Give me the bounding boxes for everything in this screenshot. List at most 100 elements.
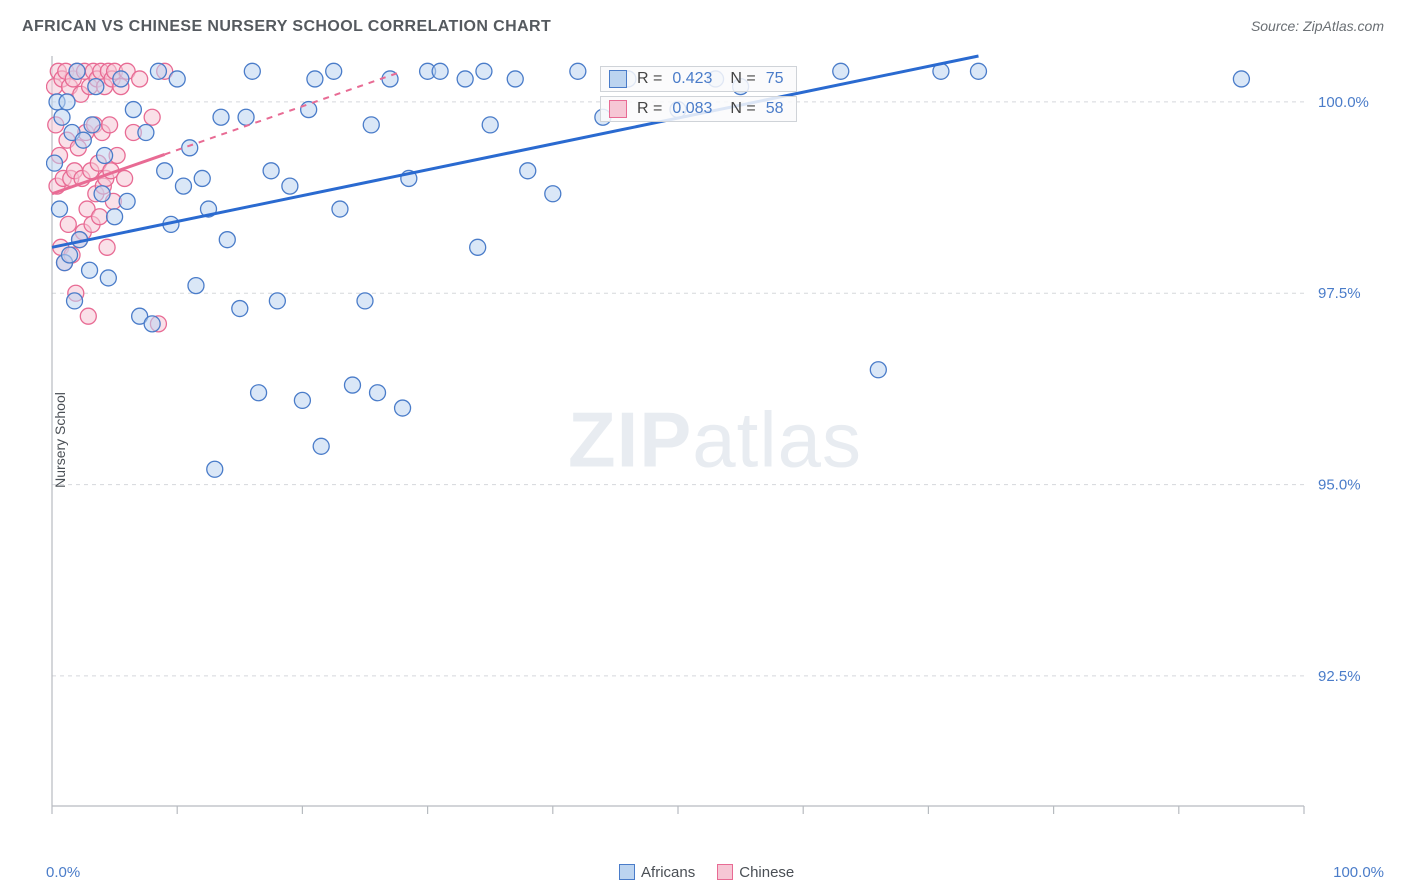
africans-point [307,71,323,87]
africans-point [432,63,448,79]
correlation-stat: R = 0.423 N = 75 [600,66,797,92]
chart-area: Nursery School 92.5%95.0%97.5%100.0% ZIP… [46,50,1384,830]
africans-point [326,63,342,79]
africans-point [238,109,254,125]
africans-point [100,270,116,286]
africans-point [294,392,310,408]
africans-point [194,170,210,186]
africans-point [833,63,849,79]
africans-point [82,262,98,278]
chinese-point [144,109,160,125]
legend-label: Africans [641,864,695,881]
chinese-trend-dashed [165,71,403,154]
africans-point [144,316,160,332]
source-label: Source: ZipAtlas.com [1251,18,1384,34]
africans-point [507,71,523,87]
y-tick-label: 92.5% [1318,668,1361,685]
africans-point [69,63,85,79]
africans-point [332,201,348,217]
africans-point [47,155,63,171]
africans-point [870,362,886,378]
africans-point [570,63,586,79]
chinese-point [60,216,76,232]
africans-point [232,301,248,317]
africans-point [75,132,91,148]
stat-r-value: 0.083 [672,100,712,118]
chinese-point [92,209,108,225]
africans-point [545,186,561,202]
chinese-point [132,71,148,87]
africans-point [301,102,317,118]
legend-item: Africans [619,864,695,881]
africans-point [219,232,235,248]
stat-n-value: 58 [766,100,784,118]
africans-point [263,163,279,179]
y-tick-label: 95.0% [1318,477,1361,494]
africans-point [169,71,185,87]
stat-r-label: R = [637,100,662,118]
chart-title: AFRICAN VS CHINESE NURSERY SCHOOL CORREL… [22,18,551,36]
africans-point [113,71,129,87]
chart-footer: 0.0% Africans Chinese 100.0% [46,858,1384,886]
africans-point [52,201,68,217]
legend: Africans Chinese [619,864,794,881]
africans-point [67,293,83,309]
legend-item: Chinese [717,864,794,881]
x-axis-start-label: 0.0% [46,864,80,881]
africans-point [138,125,154,141]
africans-point [370,385,386,401]
africans-point [251,385,267,401]
africans-point [119,193,135,209]
africans-point [107,209,123,225]
africans-point [244,63,260,79]
africans-point [457,71,473,87]
africans-point [125,102,141,118]
chinese-point [99,239,115,255]
africans-point [282,178,298,194]
africans-point [94,186,110,202]
africans-point [482,117,498,133]
africans-point [59,94,75,110]
africans-point [313,438,329,454]
chinese-point [80,308,96,324]
africans-point [1233,71,1249,87]
correlation-stat: R = 0.083 N = 58 [600,96,797,122]
africans-point [357,293,373,309]
africans-point [62,247,78,263]
legend-label: Chinese [739,864,794,881]
africans-point [54,109,70,125]
africans-point [476,63,492,79]
africans-point [213,109,229,125]
africans-point [88,79,104,95]
africans-point [97,147,113,163]
stat-swatch [609,70,627,88]
africans-point [363,117,379,133]
stat-n-label: N = [730,100,755,118]
y-tick-label: 97.5% [1318,285,1361,302]
africans-point [520,163,536,179]
chinese-point [117,170,133,186]
legend-swatch [717,864,733,880]
chinese-point [102,117,118,133]
africans-point [269,293,285,309]
stat-swatch [609,100,627,118]
legend-swatch [619,864,635,880]
africans-point [157,163,173,179]
africans-point [395,400,411,416]
stat-n-label: N = [730,70,755,88]
africans-point [150,63,166,79]
africans-point [344,377,360,393]
africans-point [188,278,204,294]
stat-r-value: 0.423 [672,70,712,88]
scatter-plot: 92.5% 95.0% 97.5% 100.0% [46,50,1384,830]
stat-n-value: 75 [766,70,784,88]
africans-point [182,140,198,156]
stat-r-label: R = [637,70,662,88]
africans-point [470,239,486,255]
x-axis-end-label: 100.0% [1333,864,1384,881]
africans-point [84,117,100,133]
africans-point [175,178,191,194]
africans-point [970,63,986,79]
africans-point [207,461,223,477]
y-tick-label: 100.0% [1318,94,1369,111]
